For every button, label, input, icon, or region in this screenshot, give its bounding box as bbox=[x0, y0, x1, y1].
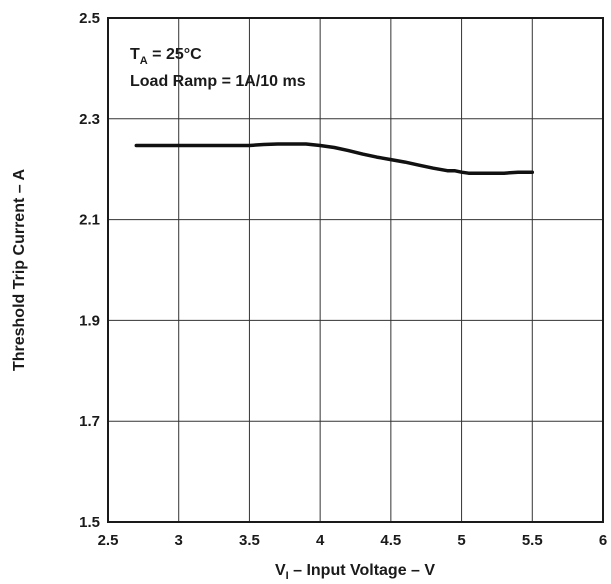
x-tick-label: 4 bbox=[316, 532, 325, 549]
y-tick-label: 1.9 bbox=[79, 312, 100, 329]
x-tick-label: 5 bbox=[457, 532, 465, 549]
x-tick-label: 2.5 bbox=[98, 532, 119, 549]
x-axis-title: VI – Input Voltage – V bbox=[275, 562, 435, 582]
annotation-load-ramp: Load Ramp = 1A/10 ms bbox=[130, 73, 306, 90]
annotation-temperature-rest: = 25°C bbox=[148, 46, 202, 63]
series-group bbox=[134, 142, 535, 175]
x-axis-title-rest: – Input Voltage – V bbox=[289, 562, 436, 579]
annotation-temperature-sub: A bbox=[140, 55, 148, 67]
y-tick-label: 2.1 bbox=[79, 212, 100, 229]
grid bbox=[108, 18, 603, 522]
annotation-temperature-main: T bbox=[130, 46, 140, 63]
y-tick-labels: 1.5 1.7 1.9 2.1 2.3 2.5 bbox=[79, 10, 100, 531]
plot-frame bbox=[107, 17, 604, 523]
x-axis-title-main: V bbox=[275, 562, 286, 579]
x-tick-label: 3 bbox=[175, 532, 183, 549]
series-line bbox=[134, 142, 535, 175]
annotation-temperature: TA = 25°C bbox=[130, 46, 202, 67]
y-axis-title: Threshold Trip Current – A bbox=[11, 169, 28, 372]
x-tick-label: 4.5 bbox=[380, 532, 401, 549]
x-tick-label: 3.5 bbox=[239, 532, 260, 549]
x-axis-title-sub: I bbox=[286, 570, 289, 582]
x-tick-label: 6 bbox=[599, 532, 607, 549]
x-tick-labels: 2.5 3 3.5 4 4.5 5 5.5 6 bbox=[98, 532, 608, 549]
y-tick-label: 1.5 bbox=[79, 514, 100, 531]
y-tick-label: 1.7 bbox=[79, 413, 100, 430]
y-tick-label: 2.3 bbox=[79, 111, 100, 128]
x-tick-label: 5.5 bbox=[522, 532, 543, 549]
y-tick-label: 2.5 bbox=[79, 10, 100, 27]
